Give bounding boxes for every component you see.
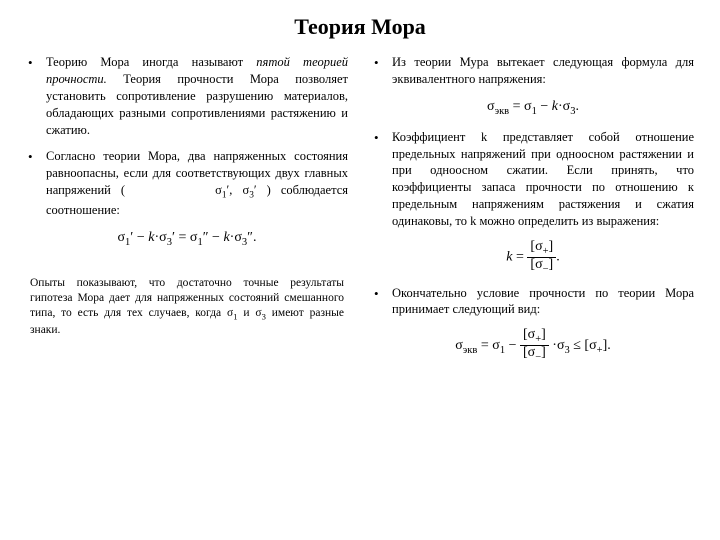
page-title: Теория Мора bbox=[26, 14, 694, 40]
left-bullet-2: Согласно теории Мора, два напряженных со… bbox=[26, 148, 348, 219]
right-bullet-3: Окончательно условие прочности по теории… bbox=[372, 285, 694, 319]
left-b2-sigmas: σ1′, σ3′ bbox=[215, 183, 257, 197]
left-bullets: Теорию Мора иногда называют пятой теорие… bbox=[26, 54, 348, 219]
left-bullet-1: Теорию Мора иногда называют пятой теорие… bbox=[26, 54, 348, 138]
two-column-layout: Теорию Мора иногда называют пятой теорие… bbox=[26, 54, 694, 373]
left-column: Теорию Мора иногда называют пятой теорие… bbox=[26, 54, 348, 373]
right-bullets: Из теории Мура вытекает следующая формул… bbox=[372, 54, 694, 88]
right-bullet-1: Из теории Мура вытекает следующая формул… bbox=[372, 54, 694, 88]
left-formula: σ1′ − k·σ3′ = σ1″ − k·σ3″. bbox=[26, 229, 348, 250]
f3-lhs: σэкв = σ1 − bbox=[455, 338, 520, 353]
right-formula-3: σэкв = σ1 − [σ+] [σ−] ·σ3 ≤ [σ+]. bbox=[372, 328, 694, 363]
f2-num: [σ+] bbox=[527, 240, 556, 258]
right-formula-1: σэкв = σ1 − k·σ3. bbox=[372, 98, 694, 119]
f3-num: [σ+] bbox=[520, 328, 549, 346]
slide-page: Теория Мора Теорию Мора иногда называют … bbox=[0, 0, 720, 540]
left-note: Опыты показывают, что достаточно точные … bbox=[26, 276, 348, 337]
f2-den: [σ−] bbox=[527, 258, 556, 275]
right-bullets-2: Коэффициент k представляет собой отношен… bbox=[372, 129, 694, 230]
f3-rhs: ·σ3 ≤ [σ+]. bbox=[552, 338, 610, 353]
f3-den: [σ−] bbox=[520, 346, 549, 363]
right-bullet-2: Коэффициент k представляет собой отношен… bbox=[372, 129, 694, 230]
right-bullets-3: Окончательно условие прочности по теории… bbox=[372, 285, 694, 319]
right-column: Из теории Мура вытекает следующая формул… bbox=[372, 54, 694, 373]
right-formula-2: k = [σ+] [σ−] . bbox=[372, 240, 694, 275]
